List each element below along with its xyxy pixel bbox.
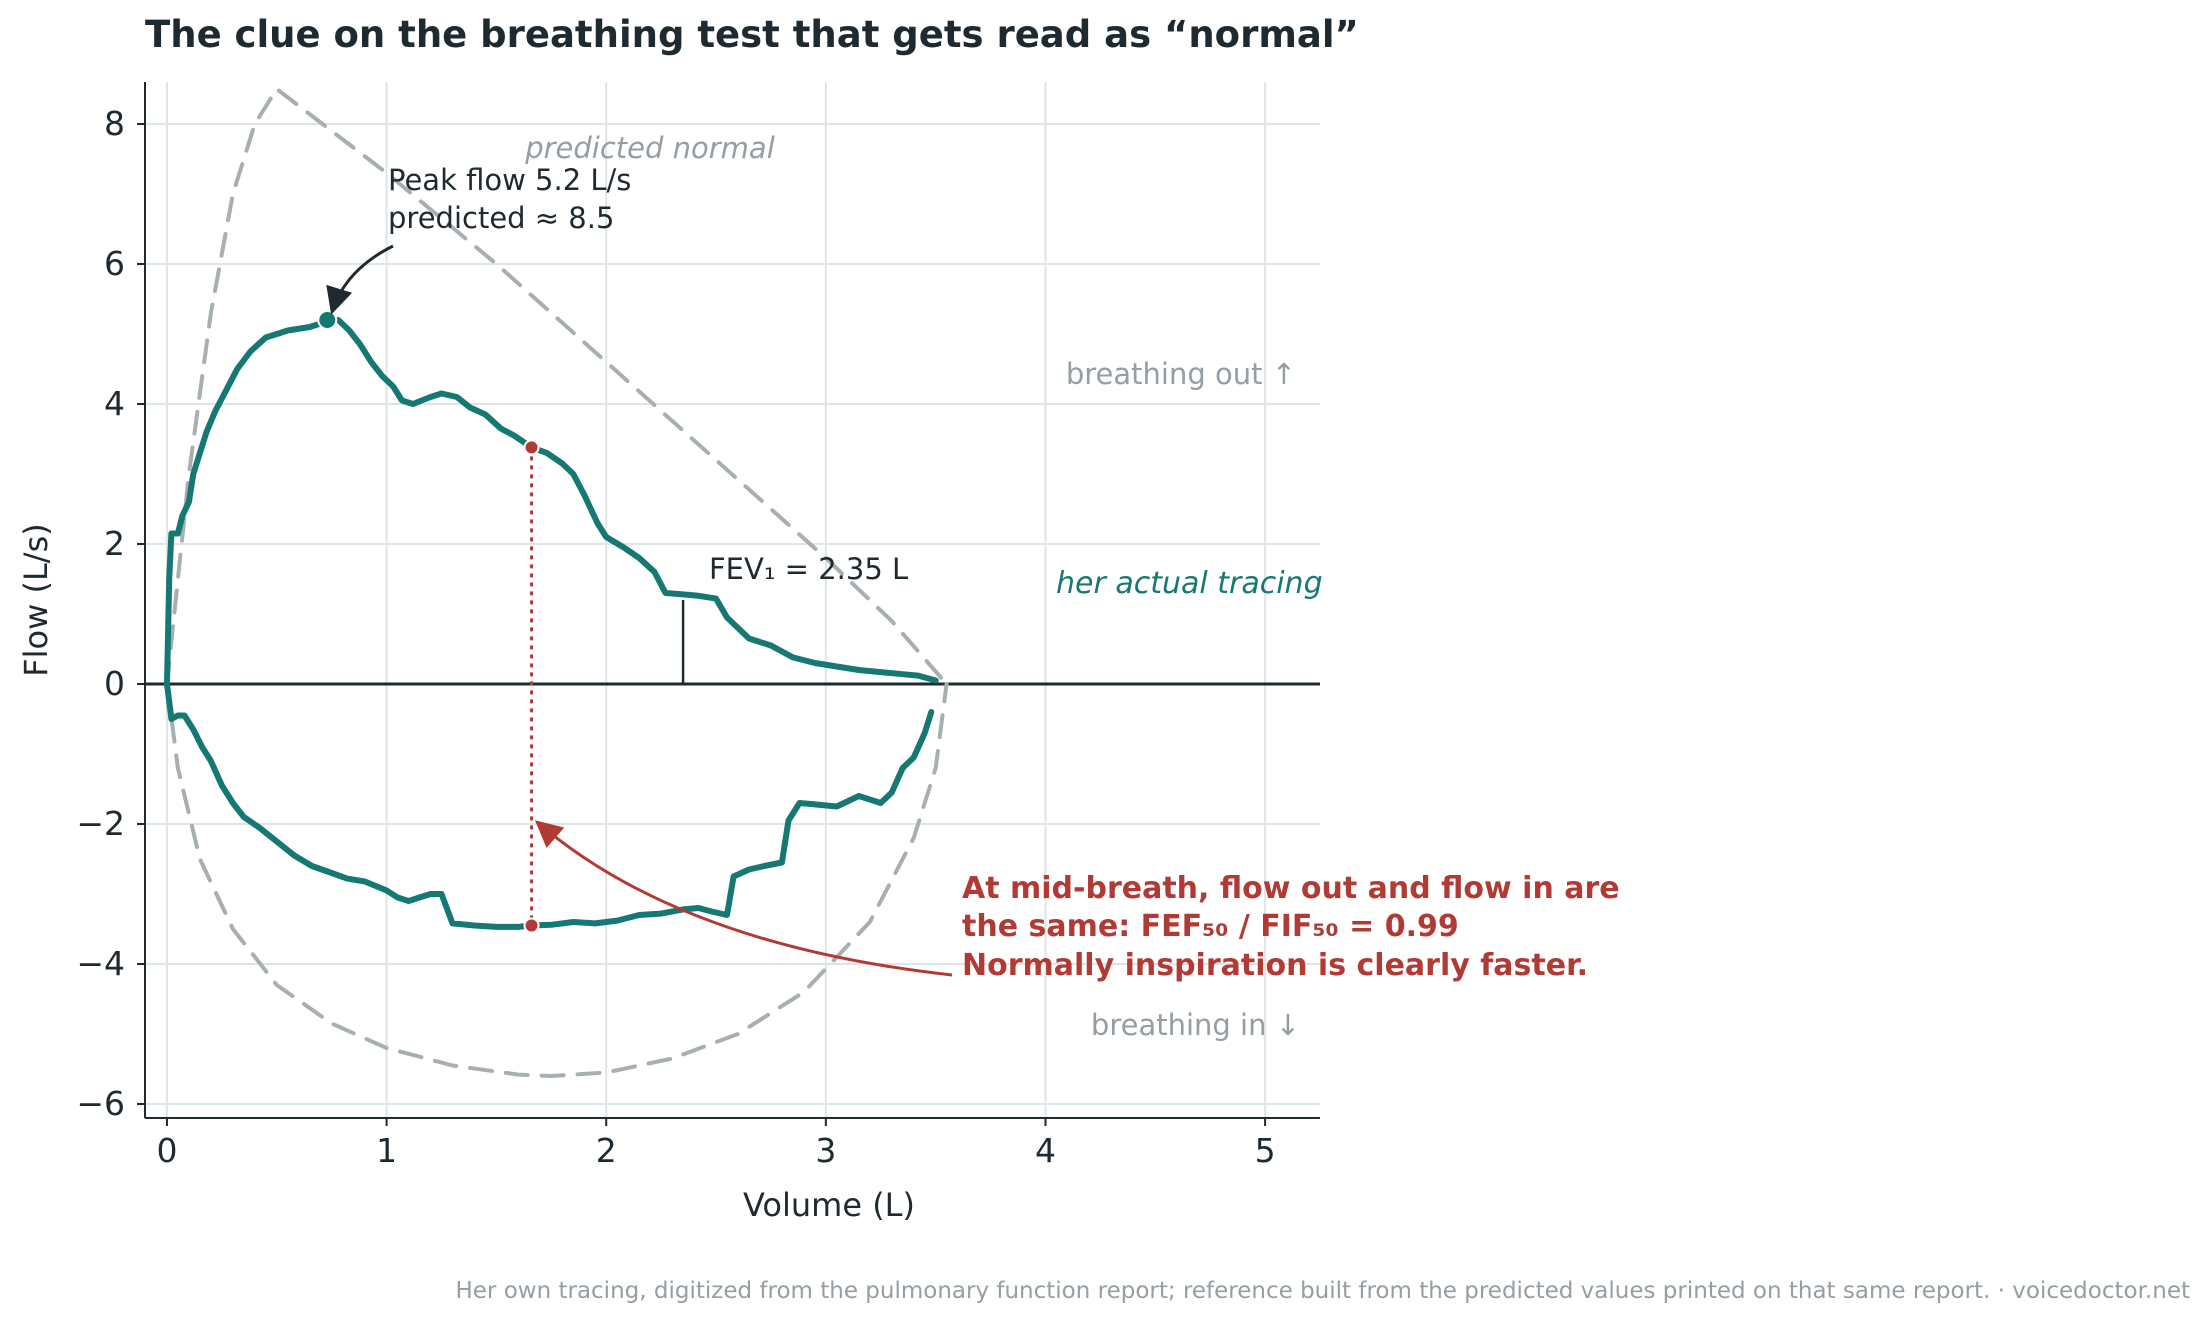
breathing-in-label: breathing in ↓: [1091, 1008, 1300, 1042]
y-tick-label: 2: [104, 524, 125, 563]
actual-tracing-label: her actual tracing: [1056, 566, 1323, 601]
overlays: [530, 447, 685, 926]
mid-insp-point: [523, 917, 540, 934]
predicted-normal-label: predicted normal: [524, 131, 775, 165]
x-tick-label: 5: [1255, 1131, 1276, 1170]
y-tick-label: −4: [76, 944, 125, 983]
mid-breath-arrow: [534, 820, 953, 977]
predicted-expiratory-curve: [165, 87, 949, 686]
y-tick-label: 4: [104, 384, 125, 423]
red-annotation-line2: the same: FEF₅₀ / FIF₅₀ = 0.99: [962, 909, 1459, 944]
y-tick-label: −2: [76, 804, 125, 843]
y-tick-label: 6: [104, 244, 125, 283]
chart-title: The clue on the breathing test that gets…: [145, 13, 1359, 56]
red-annotation-line3: Normally inspiration is clearly faster.: [962, 948, 1588, 983]
y-tick-label: 8: [104, 104, 125, 143]
fev1-label: FEV₁ = 2.35 L: [709, 552, 908, 586]
breathing-out-label: breathing out ↑: [1066, 357, 1296, 391]
x-axis-label: Volume (L): [743, 1186, 915, 1224]
y-axis-label: Flow (L/s): [17, 523, 55, 676]
y-tick-label: −6: [76, 1084, 125, 1123]
x-tick-label: 0: [156, 1131, 177, 1170]
axis-ticks: 0 1 2 3 4 5 8 6 4 2 0 −2 −4 −6: [76, 104, 1275, 1170]
peak-annotation-line1: Peak flow 5.2 L/s: [388, 163, 631, 197]
predicted-inspiratory-curve: [165, 682, 949, 1078]
mid-exp-point: [523, 439, 540, 456]
peak-point: [317, 310, 338, 330]
x-tick-label: 2: [596, 1131, 617, 1170]
y-tick-label: 0: [104, 664, 125, 703]
x-tick-label: 1: [376, 1131, 397, 1170]
actual-inspiratory-curve: [164, 681, 935, 930]
peak-annotation-line2: predicted ≈ 8.5: [388, 201, 614, 235]
x-tick-label: 3: [815, 1131, 836, 1170]
peak-arrow: [326, 244, 394, 315]
footer-caption: Her own tracing, digitized from the pulm…: [455, 1278, 2190, 1304]
actual-expiratory-curve: [164, 317, 939, 687]
x-tick-label: 4: [1035, 1131, 1056, 1170]
red-annotation-line1: At mid-breath, flow out and flow in are: [962, 871, 1620, 906]
